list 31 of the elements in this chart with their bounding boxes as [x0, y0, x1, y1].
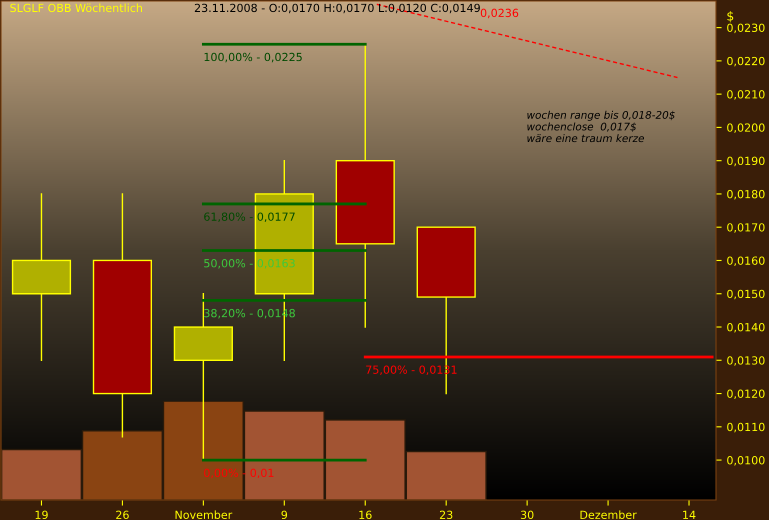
y-tick-label: 0,0150: [727, 290, 765, 300]
x-tick-label: 16: [359, 510, 372, 520]
y-tick-label: 0,0170: [727, 223, 765, 233]
x-tick-label: 14: [683, 510, 696, 519]
y-tick-label: 0,0160: [727, 256, 765, 266]
x-tick-label: 9: [281, 510, 288, 520]
x-tick-label: 23: [440, 510, 452, 520]
y-tick-label: 0,0190: [727, 156, 765, 166]
annotation: 0,00% - 0,01: [204, 468, 274, 478]
y-tick-label: 0,0120: [727, 390, 765, 400]
y-tick-label: 0,0140: [727, 322, 765, 333]
x-tick-label: Dezember: [580, 510, 637, 520]
y-tick-label: 0,0130: [727, 356, 765, 366]
y-tick-label: 0,0110: [727, 422, 765, 432]
y-axis-title: $: [727, 10, 734, 22]
chart-title: SLGLF OBB Wöchentlich: [10, 3, 142, 12]
annotation: 100,00% - 0,0225: [204, 52, 302, 62]
y-tick-label: 0,0210: [727, 90, 765, 100]
annotation: 61,80% - 0,0177: [204, 212, 295, 222]
y-tick-label: 0,0220: [727, 56, 765, 66]
y-tick-label: 0,0200: [727, 123, 765, 133]
x-tick-label: 30: [520, 510, 534, 520]
annotation: 0,0236: [480, 8, 518, 18]
y-tick-label: 0,0180: [727, 190, 765, 200]
annotation: wochen range bis 0,018-20$ wochenclose 0,017$ wäre eine traum kerze: [527, 110, 675, 142]
annotation: 50,00% - 0,0163: [204, 259, 295, 269]
x-tick-label: 26: [116, 510, 129, 520]
x-tick-label: November: [176, 510, 232, 520]
x-tick-label: 19: [36, 510, 48, 520]
y-tick-label: 0,0100: [727, 456, 765, 466]
y-tick-label: 0,0230: [727, 24, 765, 34]
